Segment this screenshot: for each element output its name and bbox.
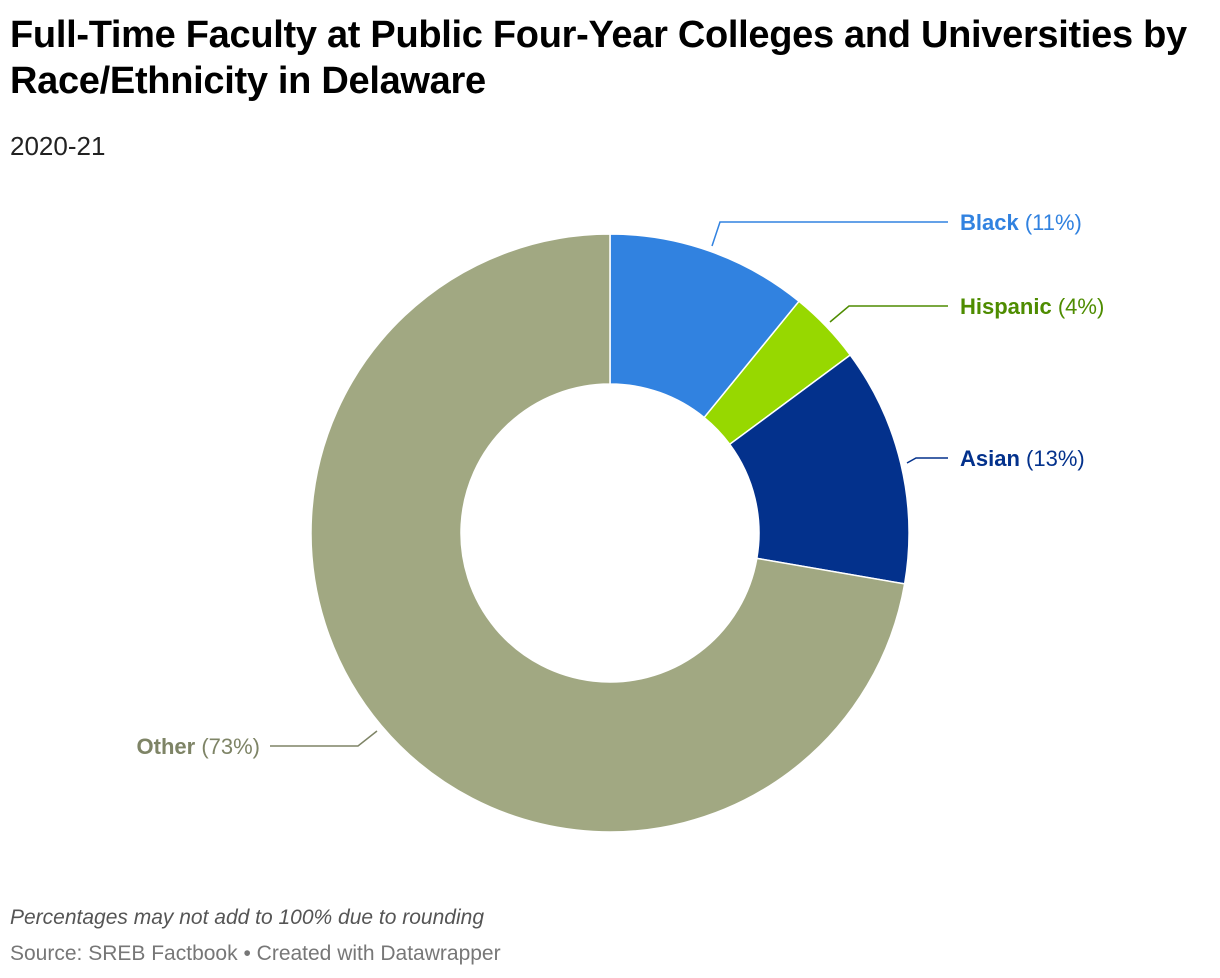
label-hispanic-value: (4%) xyxy=(1052,294,1105,319)
label-other-value: (73%) xyxy=(195,734,260,759)
label-black-value: (11%) xyxy=(1019,210,1082,235)
label-asian-value: (13%) xyxy=(1020,446,1085,471)
label-black: Black (11%) xyxy=(960,210,1082,235)
chart-footer: Source: SREB Factbook • Created with Dat… xyxy=(10,940,501,968)
donut-slices xyxy=(310,233,910,833)
label-black-name: Black xyxy=(960,210,1019,235)
label-other-name: Other xyxy=(137,734,196,759)
chart-subtitle: 2020-21 xyxy=(10,131,106,161)
leader-line-asian xyxy=(906,457,948,464)
leader-line-hispanic xyxy=(829,305,948,323)
slice-other[interactable] xyxy=(310,233,906,833)
leader-line-black xyxy=(711,221,948,247)
footer-separator: • xyxy=(243,942,251,965)
chart-title: Full-Time Faculty at Public Four-Year Co… xyxy=(10,14,1187,102)
label-asian: Asian (13%) xyxy=(960,446,1085,471)
label-asian-name: Asian xyxy=(960,446,1020,471)
chart-notes: Percentages may not add to 100% due to r… xyxy=(10,906,484,929)
leader-line-other xyxy=(270,730,378,747)
label-hispanic: Hispanic (4%) xyxy=(960,294,1104,319)
label-other: Other (73%) xyxy=(137,734,260,759)
slice-labels: Black (11%) Hispanic (4%) Asian (13%) Other… xyxy=(137,210,1105,759)
datawrapper-credit-link[interactable]: Created with Datawrapper xyxy=(256,942,501,965)
slice-asian[interactable] xyxy=(728,353,910,585)
source-text: Source: SREB Factbook xyxy=(10,942,238,965)
label-hispanic-name: Hispanic xyxy=(960,294,1052,319)
